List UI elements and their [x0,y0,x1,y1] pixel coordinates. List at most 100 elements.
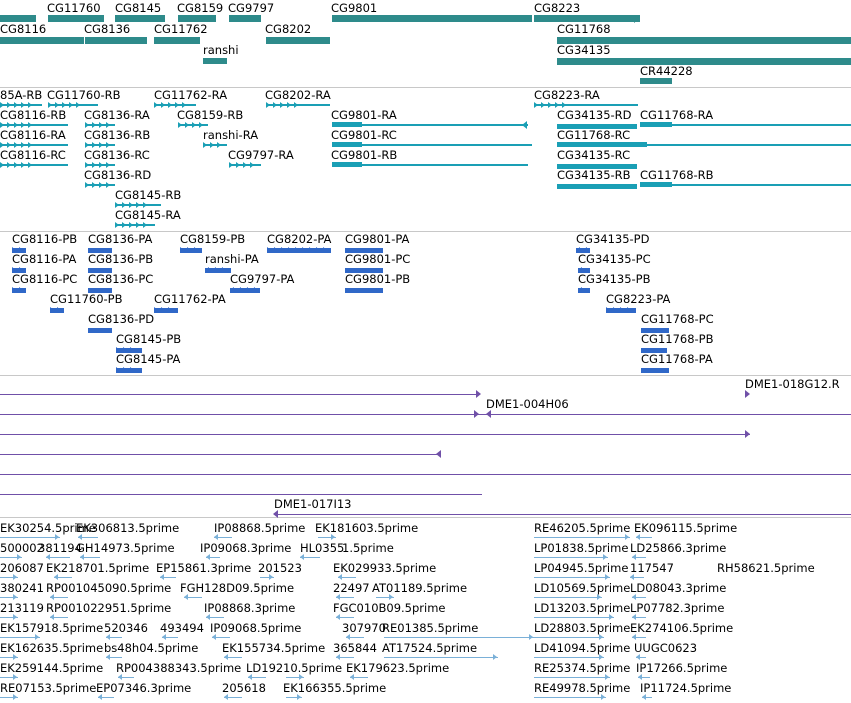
est-alignment[interactable] [78,537,98,538]
transcript-feature[interactable] [640,184,851,186]
est-alignment[interactable] [0,677,18,678]
transcript-feature[interactable] [0,164,68,166]
est-alignment[interactable] [632,557,646,558]
cdna-alignment[interactable] [0,454,440,455]
cdna-alignment[interactable] [0,414,851,415]
protein-feature[interactable] [578,288,590,293]
transcript-feature[interactable] [332,162,362,167]
cdna-alignment[interactable] [0,394,478,395]
est-alignment[interactable] [212,637,230,638]
est-alignment[interactable] [346,637,364,638]
protein-feature[interactable] [641,368,669,373]
protein-feature[interactable] [641,348,667,353]
transcript-feature[interactable] [115,224,155,226]
est-alignment[interactable] [224,657,242,658]
est-alignment[interactable] [534,597,602,598]
transcript-feature[interactable] [557,144,851,146]
protein-feature[interactable] [345,248,383,253]
protein-feature[interactable] [345,268,383,273]
est-alignment[interactable] [0,577,18,578]
est-alignment[interactable] [206,617,224,618]
protein-feature[interactable] [88,248,112,253]
protein-feature[interactable] [116,348,142,353]
gene-feature[interactable] [534,15,640,22]
est-alignment[interactable] [214,537,232,538]
protein-feature[interactable] [205,268,231,273]
protein-feature[interactable] [154,308,178,313]
transcript-feature[interactable] [557,124,637,129]
transcript-feature[interactable] [640,122,672,127]
protein-feature[interactable] [180,248,202,253]
protein-feature[interactable] [88,288,112,293]
transcript-feature[interactable] [332,144,532,146]
est-alignment[interactable] [376,597,394,598]
protein-feature[interactable] [267,248,331,253]
transcript-feature[interactable] [640,124,851,126]
est-alignment[interactable] [318,537,336,538]
est-alignment[interactable] [224,697,242,698]
gene-feature[interactable] [332,15,532,22]
transcript-feature[interactable] [557,142,647,147]
cdna-alignment[interactable] [274,514,851,515]
gene-feature[interactable] [154,37,200,44]
gene-feature[interactable] [557,58,851,65]
gene-feature[interactable] [203,58,227,64]
transcript-feature[interactable] [332,142,362,147]
est-alignment[interactable] [118,677,134,678]
est-alignment[interactable] [260,577,274,578]
est-alignment[interactable] [338,577,356,578]
est-alignment[interactable] [630,577,644,578]
gene-feature[interactable] [557,37,851,44]
cdna-alignment[interactable] [0,474,851,475]
est-alignment[interactable] [80,557,100,558]
gene-feature[interactable] [85,37,147,44]
est-alignment[interactable] [206,557,220,558]
est-alignment[interactable] [106,637,122,638]
est-alignment[interactable] [286,677,304,678]
est-alignment[interactable] [534,537,630,538]
transcript-feature[interactable] [557,184,637,189]
est-alignment[interactable] [336,657,354,658]
est-alignment[interactable] [632,597,646,598]
est-alignment[interactable] [636,657,646,658]
gene-feature[interactable] [115,15,165,22]
transcript-feature[interactable] [332,124,528,126]
protein-feature[interactable] [116,368,142,373]
est-alignment[interactable] [0,557,22,558]
est-alignment[interactable] [642,697,652,698]
gene-feature[interactable] [0,15,36,22]
est-alignment[interactable] [0,617,18,618]
gene-feature[interactable] [48,15,104,22]
est-alignment[interactable] [0,637,40,638]
est-alignment[interactable] [336,617,354,618]
est-alignment[interactable] [184,597,202,598]
est-alignment[interactable] [300,557,320,558]
protein-feature[interactable] [641,328,669,333]
protein-feature[interactable] [88,328,112,333]
est-alignment[interactable] [286,697,302,698]
gene-feature[interactable] [178,15,216,22]
est-alignment[interactable] [46,557,70,558]
est-alignment[interactable] [50,617,68,618]
est-alignment[interactable] [534,557,608,558]
est-alignment[interactable] [534,677,610,678]
est-alignment[interactable] [350,677,368,678]
est-alignment[interactable] [0,657,18,658]
est-alignment[interactable] [638,677,650,678]
est-alignment[interactable] [106,657,122,658]
transcript-feature[interactable] [534,104,638,106]
est-alignment[interactable] [336,597,354,598]
transcript-feature[interactable] [640,182,672,187]
est-alignment[interactable] [534,617,614,618]
est-alignment[interactable] [384,637,534,638]
transcript-feature[interactable] [266,104,330,106]
est-alignment[interactable] [50,597,68,598]
est-alignment[interactable] [98,697,114,698]
gene-feature[interactable] [266,37,330,44]
transcript-feature[interactable] [48,104,98,106]
est-alignment[interactable] [162,637,178,638]
transcript-feature[interactable] [557,164,637,169]
transcript-feature[interactable] [332,122,362,127]
gene-feature[interactable] [229,15,261,22]
est-alignment[interactable] [248,677,266,678]
